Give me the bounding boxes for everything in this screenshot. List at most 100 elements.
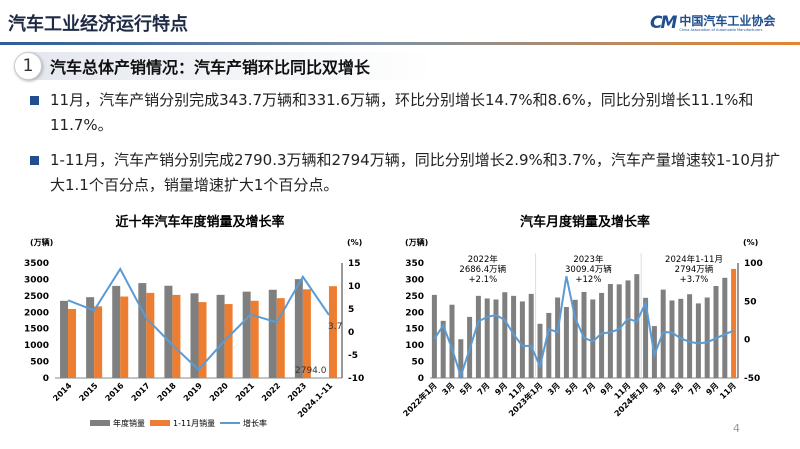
y2-tick-label: -10 <box>348 374 364 384</box>
year-annotation: 2794万辆 <box>675 264 714 275</box>
section-number: 1 <box>14 52 42 80</box>
bar-monthly <box>590 299 596 378</box>
data-label-sales: 2794.0 <box>295 366 327 376</box>
x-tick-label: 5月 <box>669 381 685 397</box>
bar-monthly <box>731 268 737 378</box>
legend-label: 1-11月销量 <box>173 418 215 428</box>
y-tick-label: 250 <box>405 292 424 302</box>
bar-annual <box>190 293 199 378</box>
bar-monthly <box>572 299 578 378</box>
logo-cn: 中国汽车工业协会 <box>679 13 776 28</box>
x-tick-label: 2017 <box>130 381 152 403</box>
year-annotation: 2686.4万辆 <box>459 264 506 275</box>
y-axis-unit: (万辆) <box>405 237 428 247</box>
bullet-2: 1-11月，汽车产销分别完成2790.3万辆和2794万辆，同比分别增长2.9%… <box>30 148 780 198</box>
bar-monthly <box>669 300 675 378</box>
bar-monthly <box>493 299 499 378</box>
page-title: 汽车工业经济运行特点 <box>8 14 188 35</box>
y2-tick-label: 5 <box>348 305 354 315</box>
bar-monthly <box>475 295 481 378</box>
bar-monthly <box>563 307 569 378</box>
bar-monthly <box>599 292 605 378</box>
bar-monthly <box>555 297 561 378</box>
bar-jan-nov <box>94 306 103 378</box>
y2-tick-label: 100 <box>744 259 763 269</box>
bar-annual <box>86 297 95 378</box>
growth-rate-line <box>67 266 330 372</box>
x-tick-label: 2018 <box>156 381 178 403</box>
y-tick-label: 0 <box>43 374 49 384</box>
year-annotation: 2022年 <box>468 254 499 265</box>
bar-monthly <box>449 304 455 378</box>
bar-annual <box>60 300 69 378</box>
legend-label: 年度销量 <box>113 418 145 428</box>
y-tick-label: 2500 <box>24 292 49 302</box>
annual-sales-chart: 近十年汽车年度销量及增长率 (万辆) (%) 0 500 1000 1500 2000 2500… <box>24 214 364 428</box>
y-tick-label: 0 <box>418 374 424 384</box>
bar-monthly <box>704 297 710 378</box>
bar-monthly <box>607 284 613 378</box>
bar-monthly <box>722 277 728 378</box>
y2-tick-label: 50 <box>744 297 757 307</box>
section-title: 汽车总体产销情况：汽车产销环比同比双增长 <box>50 58 371 77</box>
bar-monthly <box>511 295 517 378</box>
bar-monthly <box>695 303 701 378</box>
x-tick-label: 3月 <box>652 381 668 397</box>
y2-tick-label: -50 <box>744 374 760 384</box>
y-tick-label: 300 <box>405 275 424 285</box>
logo: CM 中国汽车工业协会 China Association of Automob… <box>650 13 775 33</box>
y-tick-label: 200 <box>405 308 424 318</box>
year-annotation: 3009.4万辆 <box>565 264 612 275</box>
y-tick-label: 150 <box>405 325 424 335</box>
bar-monthly <box>528 293 534 378</box>
bar-jan-nov <box>68 309 77 378</box>
bar-annual <box>138 283 147 378</box>
x-tick-label: 7月 <box>476 381 492 397</box>
x-tick-label: 2015 <box>77 381 99 403</box>
x-tick-label: 2014 <box>51 381 73 403</box>
y2-tick-label: 0 <box>744 336 750 346</box>
y-tick-label: 100 <box>405 341 424 351</box>
y2-tick-label: 15 <box>348 259 361 269</box>
bar-monthly <box>484 298 490 378</box>
bar-monthly <box>537 323 543 378</box>
x-tick-label: 5月 <box>564 381 580 397</box>
bar-jan-nov <box>276 298 285 378</box>
bar-monthly <box>581 291 587 378</box>
bar-jan-nov <box>120 296 129 378</box>
bar-monthly <box>431 294 437 378</box>
bar-jan-nov <box>328 286 337 378</box>
logo-en: China Association of Automobile Manufact… <box>679 27 763 32</box>
x-tick-label: 2020 <box>208 381 230 403</box>
y2-axis-unit: (%) <box>347 238 362 247</box>
x-tick-label: 2022年1月 <box>401 380 439 418</box>
y-tick-label: 3500 <box>24 259 49 269</box>
growth-rate-line <box>433 276 734 380</box>
bar-jan-nov <box>302 289 311 378</box>
y-tick-label: 500 <box>30 358 49 368</box>
chart-title: 近十年汽车年度销量及增长率 <box>115 214 284 230</box>
year-annotation: +2.1% <box>468 275 497 285</box>
year-annotation: 2023年 <box>573 254 604 265</box>
y-axis-unit: (万辆) <box>30 237 53 247</box>
x-tick-label: 3月 <box>546 381 562 397</box>
y-tick-label: 1000 <box>24 341 49 351</box>
bar-monthly <box>634 274 640 378</box>
bar-jan-nov <box>146 292 155 378</box>
y2-tick-label: -5 <box>348 351 358 361</box>
bar-annual <box>294 279 303 378</box>
bar-monthly <box>502 292 508 378</box>
bar-monthly <box>713 286 719 378</box>
x-tick-label: 7月 <box>687 381 703 397</box>
legend-swatch <box>150 420 170 426</box>
x-tick-label: 2021 <box>234 381 256 403</box>
bar-monthly <box>625 280 631 378</box>
bar-annual <box>242 291 251 378</box>
y-tick-label: 50 <box>411 358 424 368</box>
y-tick-label: 1500 <box>24 325 49 335</box>
bar-annual <box>216 294 225 378</box>
y-tick-label: 2000 <box>24 308 49 318</box>
y2-tick-label: 10 <box>348 282 361 292</box>
chart-title: 汽车月度销量及增长率 <box>520 214 650 230</box>
y-tick-label: 3000 <box>24 275 49 285</box>
